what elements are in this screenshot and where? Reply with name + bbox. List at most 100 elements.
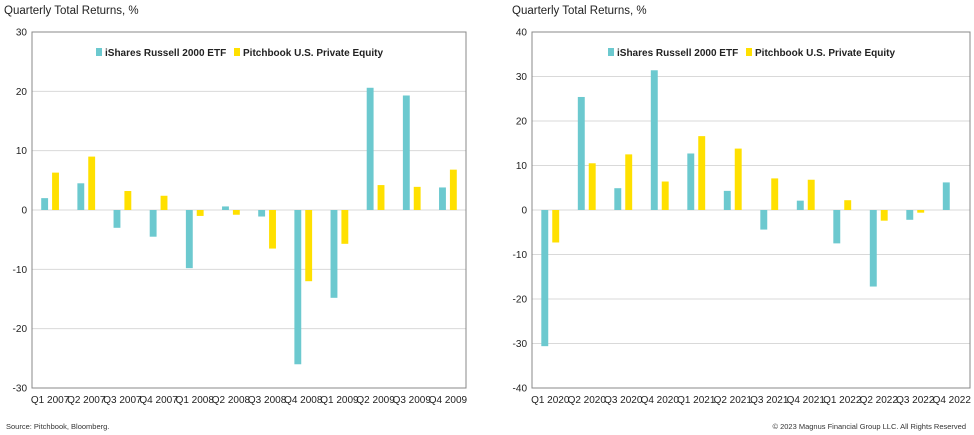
legend-swatch xyxy=(746,48,752,56)
legend-label: Pitchbook U.S. Private Equity xyxy=(755,48,895,59)
y-tick-label: 0 xyxy=(521,206,527,217)
legend-label: Pitchbook U.S. Private Equity xyxy=(243,48,383,59)
x-tick-label: Q4 2022 xyxy=(933,395,972,406)
bar-private-equity xyxy=(880,210,888,221)
chart-title: Quarterly Total Returns, % xyxy=(512,5,647,17)
x-tick-label: Q3 2021 xyxy=(750,395,789,406)
y-tick-label: -30 xyxy=(13,384,28,395)
chart-title: Quarterly Total Returns, % xyxy=(4,5,139,17)
y-tick-label: -10 xyxy=(513,250,528,261)
y-tick-label: 30 xyxy=(16,28,28,39)
x-tick-label: Q2 2009 xyxy=(356,395,395,406)
x-tick-label: Q2 2021 xyxy=(714,395,753,406)
bar-private-equity xyxy=(88,156,96,210)
legend-swatch xyxy=(608,48,614,56)
y-tick-label: -30 xyxy=(513,339,528,350)
bar-russell-2000 xyxy=(942,182,950,210)
y-tick-label: 10 xyxy=(16,146,28,157)
x-tick-label: Q4 2021 xyxy=(787,395,826,406)
bar-russell-2000 xyxy=(833,210,841,244)
bar-russell-2000 xyxy=(796,200,804,210)
bar-private-equity xyxy=(734,148,742,210)
x-tick-label: Q4 2008 xyxy=(284,395,323,406)
bar-private-equity xyxy=(124,191,132,210)
bar-russell-2000 xyxy=(330,210,338,298)
x-tick-label: Q4 2009 xyxy=(429,395,468,406)
bar-private-equity xyxy=(625,154,633,210)
x-tick-label: Q4 2007 xyxy=(139,395,178,406)
x-tick-label: Q2 2007 xyxy=(67,395,106,406)
y-tick-label: 20 xyxy=(16,87,28,98)
x-tick-label: Q3 2009 xyxy=(393,395,432,406)
y-tick-label: -20 xyxy=(13,324,28,335)
bar-private-equity xyxy=(413,186,421,210)
bar-russell-2000 xyxy=(869,210,877,287)
bar-private-equity xyxy=(917,210,925,213)
x-tick-label: Q3 2020 xyxy=(604,395,643,406)
bar-private-equity xyxy=(807,179,815,210)
bar-russell-2000 xyxy=(906,210,914,220)
bar-private-equity xyxy=(588,163,596,210)
x-tick-label: Q1 2007 xyxy=(31,395,70,406)
chart-panel-2020-2022: Quarterly Total Returns, % -40 -30 -20 -10 0… xyxy=(484,0,974,415)
bar-russell-2000 xyxy=(723,190,731,210)
y-tick-label: -20 xyxy=(513,295,528,306)
legend-swatch xyxy=(96,48,102,56)
x-tick-label: Q3 2007 xyxy=(103,395,142,406)
bar-russell-2000 xyxy=(222,206,229,210)
y-tick-label: -40 xyxy=(513,384,528,395)
bar-russell-2000 xyxy=(185,210,193,269)
y-tick-label: 20 xyxy=(516,117,528,128)
bar-russell-2000 xyxy=(41,198,49,210)
bar-russell-2000 xyxy=(687,153,695,210)
x-tick-label: Q1 2008 xyxy=(176,395,215,406)
bar-private-equity xyxy=(449,169,457,210)
bar-russell-2000 xyxy=(366,87,374,210)
bar-russell-2000 xyxy=(258,210,266,217)
x-tick-label: Q3 2022 xyxy=(896,395,935,406)
bar-private-equity xyxy=(377,185,385,210)
x-tick-label: Q2 2022 xyxy=(860,395,899,406)
legend-swatch xyxy=(234,48,240,56)
bar-russell-2000 xyxy=(614,188,622,210)
bar-private-equity xyxy=(232,210,240,215)
y-tick-label: 10 xyxy=(516,161,528,172)
x-tick-label: Q2 2020 xyxy=(568,395,607,406)
bar-private-equity xyxy=(698,136,706,210)
legend-label: iShares Russell 2000 ETF xyxy=(617,48,738,59)
y-tick-label: 40 xyxy=(516,28,528,39)
bar-private-equity xyxy=(844,200,852,210)
bar-russell-2000 xyxy=(149,210,157,237)
bar-private-equity xyxy=(196,210,204,216)
bar-russell-2000 xyxy=(541,210,549,347)
x-tick-label: Q2 2008 xyxy=(212,395,251,406)
y-tick-label: 30 xyxy=(516,72,528,83)
bar-private-equity xyxy=(771,178,779,210)
bar-private-equity xyxy=(305,210,313,282)
x-tick-label: Q4 2020 xyxy=(641,395,680,406)
bar-private-equity xyxy=(52,172,59,210)
bar-russell-2000 xyxy=(294,210,302,365)
bar-private-equity xyxy=(269,210,276,249)
source-note: Source: Pitchbook, Bloomberg. xyxy=(6,422,110,431)
bar-russell-2000 xyxy=(650,70,658,211)
bar-russell-2000 xyxy=(113,210,121,228)
y-tick-label: 0 xyxy=(21,206,27,217)
legend-label: iShares Russell 2000 ETF xyxy=(105,48,226,59)
bar-private-equity xyxy=(552,210,560,243)
y-tick-label: -10 xyxy=(13,265,28,276)
copyright-note: © 2023 Magnus Financial Group LLC. All R… xyxy=(772,422,966,431)
bar-private-equity xyxy=(661,181,669,210)
x-tick-label: Q1 2020 xyxy=(531,395,570,406)
bar-russell-2000 xyxy=(760,210,768,230)
plot-frame xyxy=(31,31,467,389)
x-tick-label: Q1 2022 xyxy=(823,395,862,406)
plot-frame xyxy=(531,31,971,389)
bar-russell-2000 xyxy=(439,187,446,210)
bar-russell-2000 xyxy=(402,95,410,210)
x-tick-label: Q1 2009 xyxy=(320,395,359,406)
bar-private-equity xyxy=(160,195,168,210)
bar-russell-2000 xyxy=(77,183,85,210)
bar-russell-2000 xyxy=(577,96,585,210)
